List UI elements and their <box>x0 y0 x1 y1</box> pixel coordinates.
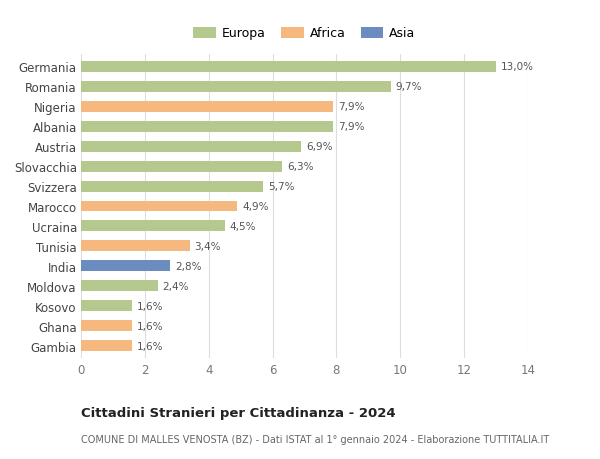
Legend: Europa, Africa, Asia: Europa, Africa, Asia <box>191 25 418 43</box>
Text: 2,8%: 2,8% <box>175 261 202 271</box>
Text: 1,6%: 1,6% <box>137 341 163 351</box>
Text: 4,5%: 4,5% <box>229 222 256 231</box>
Text: 2,4%: 2,4% <box>163 281 189 291</box>
Text: 5,7%: 5,7% <box>268 182 294 191</box>
Text: COMUNE DI MALLES VENOSTA (BZ) - Dati ISTAT al 1° gennaio 2024 - Elaborazione TUT: COMUNE DI MALLES VENOSTA (BZ) - Dati IST… <box>81 434 549 444</box>
Bar <box>81 121 333 132</box>
Bar <box>81 82 391 92</box>
Bar <box>81 281 158 292</box>
Bar <box>81 201 238 212</box>
Bar <box>81 181 263 192</box>
Text: 4,9%: 4,9% <box>242 202 269 212</box>
Bar <box>81 341 132 352</box>
Text: 6,3%: 6,3% <box>287 162 313 172</box>
Bar <box>81 261 170 272</box>
Bar <box>81 321 132 331</box>
Bar <box>81 62 496 73</box>
Bar <box>81 101 333 112</box>
Text: 7,9%: 7,9% <box>338 102 365 112</box>
Text: 3,4%: 3,4% <box>194 241 221 252</box>
Text: 1,6%: 1,6% <box>137 321 163 331</box>
Text: 13,0%: 13,0% <box>501 62 534 72</box>
Bar <box>81 241 190 252</box>
Text: 6,9%: 6,9% <box>306 142 332 152</box>
Text: Cittadini Stranieri per Cittadinanza - 2024: Cittadini Stranieri per Cittadinanza - 2… <box>81 406 395 419</box>
Bar <box>81 161 282 172</box>
Text: 9,7%: 9,7% <box>395 82 422 92</box>
Bar <box>81 301 132 312</box>
Bar <box>81 141 301 152</box>
Bar <box>81 221 224 232</box>
Text: 1,6%: 1,6% <box>137 301 163 311</box>
Text: 7,9%: 7,9% <box>338 122 365 132</box>
